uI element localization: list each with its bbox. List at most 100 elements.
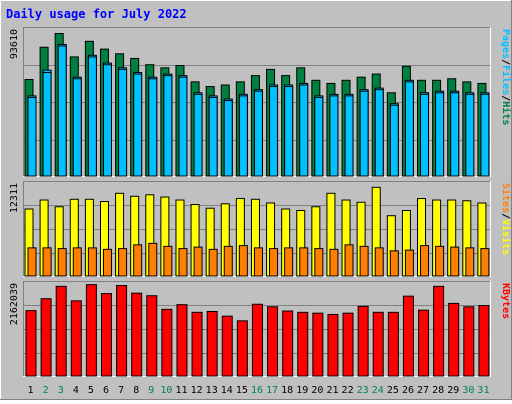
day-label: 18: [281, 385, 293, 396]
day-label: 20: [311, 385, 323, 396]
pages-bar: [102, 64, 112, 177]
legend-entry: Hits: [500, 101, 512, 125]
pages-bar: [404, 81, 414, 177]
sites-bar: [133, 244, 143, 277]
day-label: 27: [417, 385, 429, 396]
day-label: 2: [43, 385, 49, 396]
day-label: 24: [372, 385, 384, 396]
pages-bar: [480, 93, 490, 177]
pages-bar: [299, 84, 309, 177]
day-label: 16: [251, 385, 263, 396]
pages-bar: [314, 96, 324, 177]
pages-bar: [87, 56, 97, 177]
kbytes-bar: [387, 311, 399, 377]
kbytes-bar: [251, 303, 263, 377]
legend-entry: Visits: [500, 219, 512, 255]
legend-entry: Pages: [500, 29, 511, 59]
day-label: 6: [103, 385, 109, 396]
sites-bar: [57, 248, 67, 277]
pages-bar: [269, 86, 279, 177]
day-label: 7: [118, 385, 124, 396]
pages-bar: [133, 73, 143, 177]
sites-bar: [269, 248, 279, 277]
sites-bar: [284, 247, 294, 277]
day-label: 28: [432, 385, 444, 396]
x-axis-labels: 1 2 3 4 5 6 7 8 9 10 11 12 13 14 15 16 17 18 19 20 21 22 23 24 2…: [28, 385, 490, 396]
sites-bar: [359, 245, 369, 277]
day-label: 30: [462, 385, 474, 396]
sites-bar: [480, 248, 490, 277]
day-label: 10: [160, 385, 172, 396]
pages-bar: [344, 95, 354, 177]
visits-legend: Sites/Visits: [500, 183, 512, 255]
day-label: 4: [73, 385, 79, 396]
sites-bar: [450, 246, 460, 277]
sites-bar: [193, 246, 203, 277]
sites-bar: [163, 245, 173, 277]
visits-sites-panel: [23, 181, 491, 277]
sites-bar: [208, 248, 218, 277]
sites-bar: [299, 247, 309, 277]
pages-bar: [284, 86, 294, 177]
sites-bar: [465, 247, 475, 277]
day-label: 5: [88, 385, 94, 396]
pages-bar: [178, 76, 188, 177]
day-label: 19: [296, 385, 308, 396]
sites-bar: [102, 248, 112, 277]
day-label: 31: [477, 385, 489, 396]
pages-bar: [420, 93, 430, 177]
kbytes-axis-max-label: 2162039: [9, 283, 20, 325]
sites-bar: [148, 242, 158, 277]
kbytes-bar: [100, 293, 112, 377]
kbytes-bar: [176, 304, 188, 377]
pages-bar: [238, 95, 248, 177]
kbytes-bar: [372, 311, 384, 377]
kbytes-bar: [55, 285, 67, 377]
sites-bar: [329, 248, 339, 277]
day-label: 25: [387, 385, 399, 396]
kbytes-bar: [161, 308, 173, 377]
kbytes-bar: [267, 306, 279, 377]
day-label: 3: [58, 385, 64, 396]
day-label: 13: [206, 385, 218, 396]
hits-axis-max-label: 93610: [9, 29, 20, 59]
hits-legend: Pages/Files/Hits: [500, 29, 512, 125]
sites-bar: [118, 248, 128, 277]
kbytes-bar: [312, 312, 324, 377]
pages-bar: [374, 89, 384, 177]
legend-entry: KBytes: [500, 283, 511, 319]
kbytes-bar: [402, 295, 414, 377]
sites-bar: [253, 247, 263, 277]
sites-bar: [344, 244, 354, 277]
sites-bar: [374, 247, 384, 277]
sites-bar: [87, 247, 97, 277]
kbytes-panel: [23, 281, 491, 377]
kbytes-legend: KBytes: [500, 283, 511, 319]
kbytes-bar: [418, 309, 430, 377]
legend-entry: /: [500, 59, 511, 65]
day-label: 17: [266, 385, 278, 396]
sites-bar: [72, 247, 82, 277]
day-label: 14: [221, 385, 233, 396]
sites-bar: [42, 247, 52, 277]
day-label: 11: [175, 385, 187, 396]
pages-bar: [208, 96, 218, 177]
kbytes-bar: [191, 311, 203, 377]
legend-entry: Files: [500, 65, 512, 95]
pages-bar: [389, 104, 399, 177]
day-label: 23: [357, 385, 369, 396]
pages-bar: [329, 95, 339, 177]
kbytes-bar: [146, 295, 158, 377]
kbytes-bar: [282, 310, 294, 377]
kbytes-bar: [131, 292, 143, 377]
kbytes-bar: [433, 285, 445, 377]
kbytes-bar: [25, 310, 37, 377]
pages-bar: [359, 90, 369, 177]
kbytes-bar: [297, 311, 309, 377]
sites-bar: [420, 245, 430, 277]
kbytes-bar: [116, 285, 128, 377]
kbytes-bar: [342, 312, 354, 377]
pages-bar: [450, 92, 460, 177]
